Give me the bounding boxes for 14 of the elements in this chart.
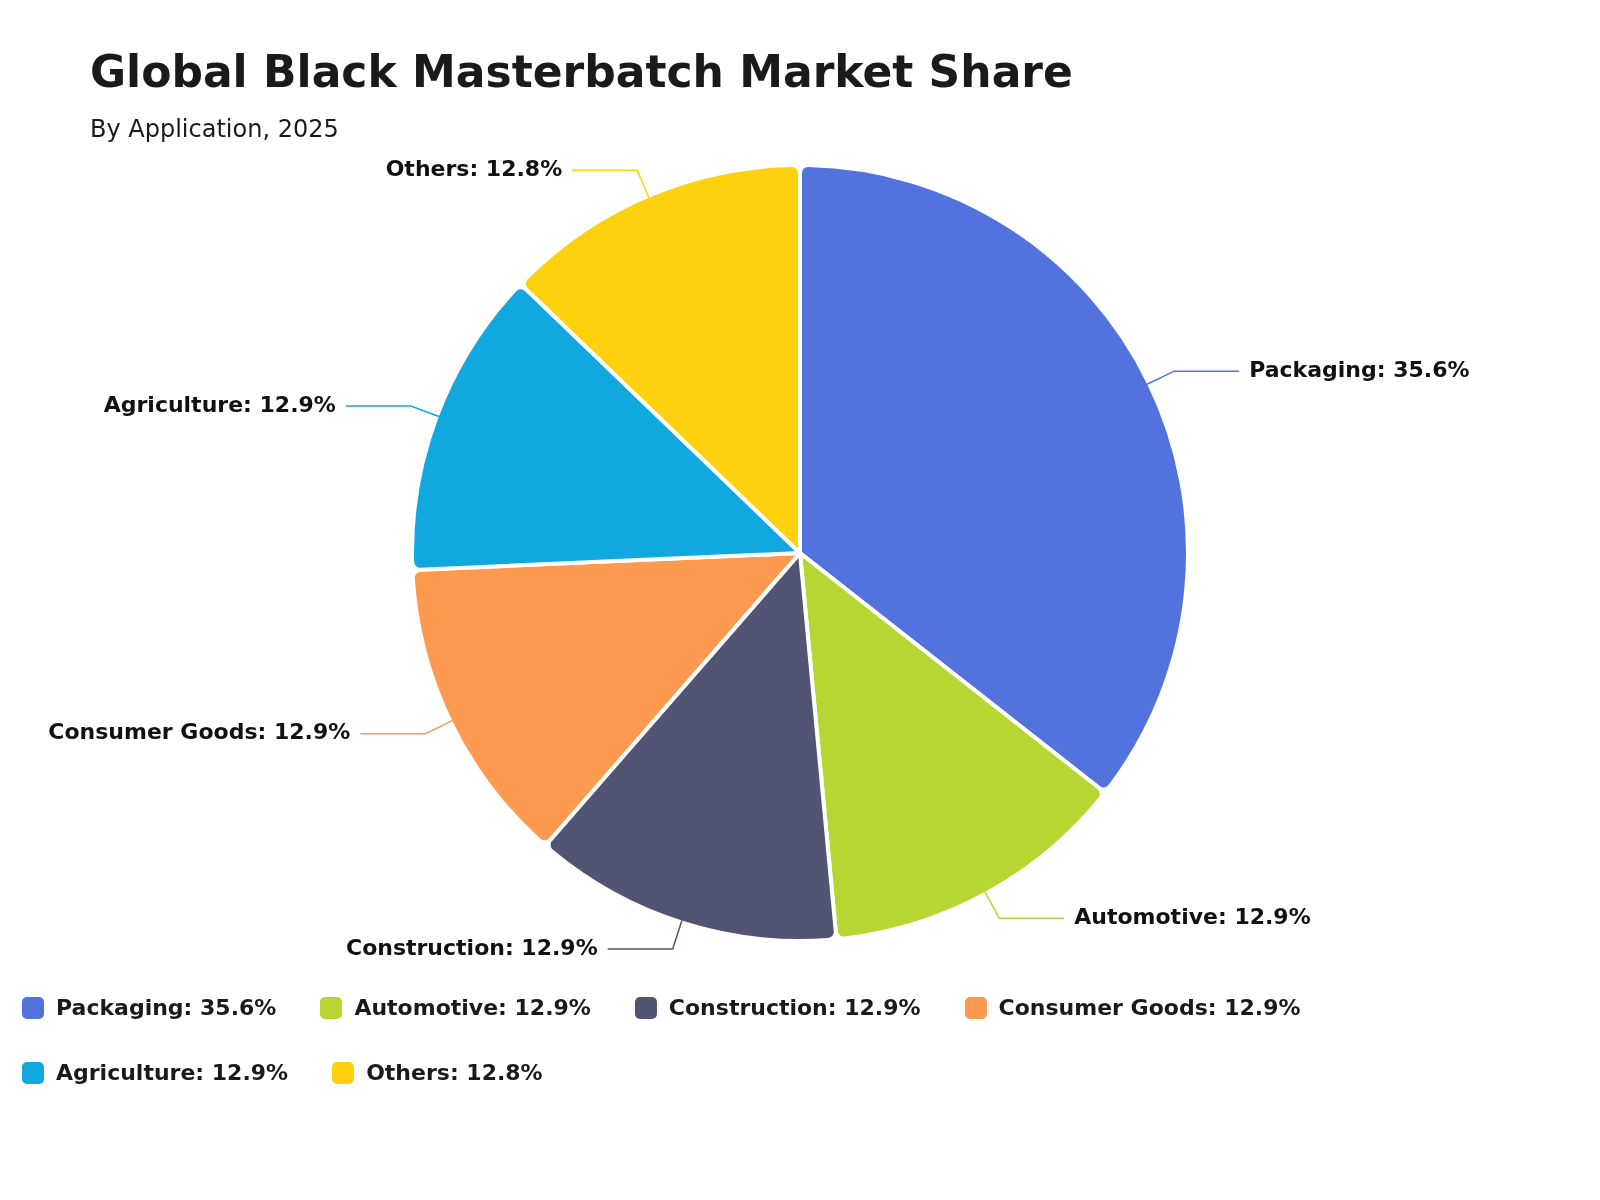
legend-label: Agriculture: 12.9%: [56, 1060, 289, 1085]
slice-label: Agriculture: 12.9%: [103, 391, 336, 417]
chart-subtitle: By Application, 2025: [89, 114, 340, 143]
chart-title: Global Black Masterbatch Market Share: [89, 45, 1074, 97]
slice-label: Packaging: 35.6%: [1249, 356, 1470, 382]
slice-label: Automotive: 12.9%: [1074, 903, 1311, 929]
legend-label: Consumer Goods: 12.9%: [998, 995, 1301, 1020]
slice-label: Consumer Goods: 12.9%: [48, 719, 351, 745]
legend-label: Automotive: 12.9%: [354, 995, 591, 1020]
legend-label: Others: 12.8%: [366, 1060, 543, 1085]
legend-label: Packaging: 35.6%: [56, 995, 277, 1020]
legend-label: Construction: 12.9%: [668, 995, 921, 1020]
slice-label: Others: 12.8%: [385, 155, 563, 181]
slice-label: Construction: 12.9%: [345, 934, 598, 960]
